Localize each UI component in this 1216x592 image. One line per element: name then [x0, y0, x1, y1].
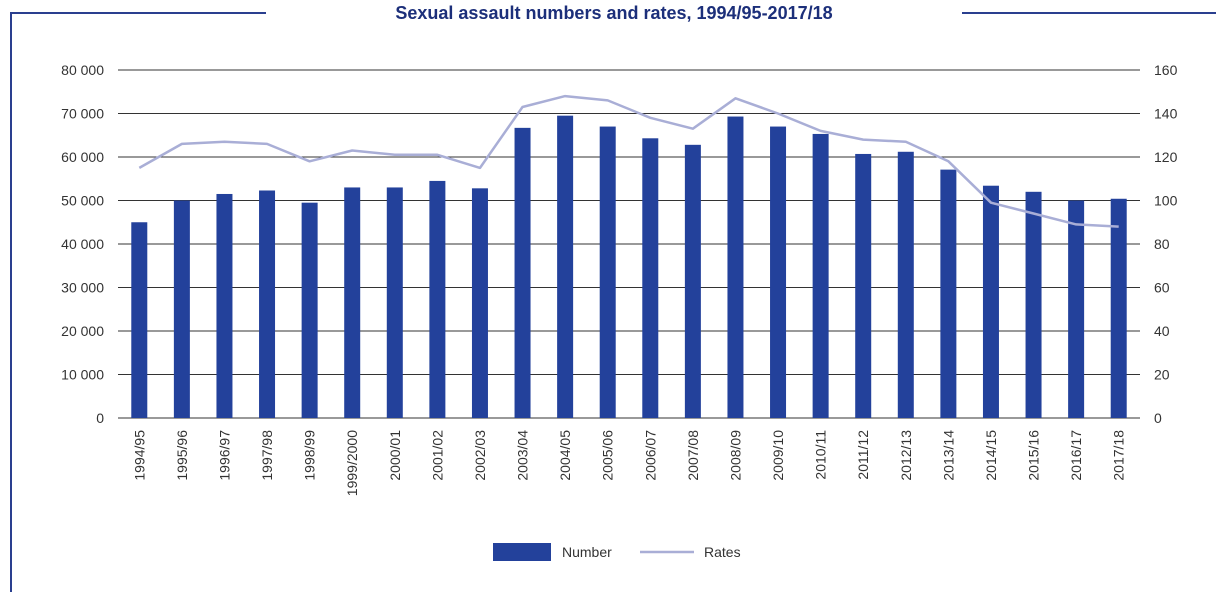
x-tick-label: 2007/08 [685, 430, 701, 481]
bar-number [982, 185, 999, 418]
legend-label-rates: Rates [704, 544, 741, 560]
frame-top-border-right [962, 12, 1216, 14]
axis-layer: 0 10 000 20 000 30 000 40 000 50 000 60 000 70 … [61, 62, 1177, 496]
x-tick-label: 2000/01 [387, 430, 403, 481]
bar-number [301, 202, 318, 418]
bar-number [897, 151, 914, 418]
bar-number [599, 126, 616, 419]
x-tick-label: 2014/15 [983, 430, 999, 481]
bar-number [173, 200, 190, 418]
x-tick-label: 2001/02 [429, 430, 445, 481]
x-tick-label: 2011/12 [855, 430, 871, 480]
bar-number [855, 153, 872, 418]
x-tick-label: 2005/06 [600, 430, 616, 481]
x-tick-label: 2009/10 [770, 430, 786, 481]
x-tick-label: 2002/03 [472, 430, 488, 481]
legend-swatch-number [493, 543, 551, 561]
bar-number [557, 115, 574, 419]
frame-top-border-left [10, 12, 266, 14]
x-tick-label: 2017/18 [1111, 430, 1127, 481]
frame-left-border [10, 12, 12, 592]
chart-title: Sexual assault numbers and rates, 1994/9… [395, 3, 833, 23]
x-tick-label: 2003/04 [515, 430, 531, 481]
x-tick-label: 1996/97 [216, 430, 232, 481]
x-tick-label: 2010/11 [813, 430, 829, 480]
bar-number [1025, 191, 1042, 418]
bar-layer [131, 115, 1127, 419]
legend: Number Rates [493, 543, 741, 561]
y-left-tick-label: 80 000 [61, 62, 104, 78]
grid-layer [118, 69, 1140, 419]
x-tick-label: 2013/14 [940, 430, 956, 481]
bar-number [1110, 198, 1127, 418]
bar-number [940, 169, 957, 418]
y-right-tick-label: 0 [1154, 410, 1162, 426]
y-right-tick-label: 100 [1154, 193, 1178, 209]
bar-number [1068, 200, 1085, 418]
y-left-tick-label: 30 000 [61, 280, 104, 296]
x-tick-label: 2004/05 [557, 430, 573, 481]
legend-label-number: Number [562, 544, 612, 560]
x-tick-label: 2012/13 [898, 430, 914, 481]
y-right-tick-label: 20 [1154, 367, 1170, 383]
bar-number [514, 127, 531, 418]
x-tick-label: 1999/2000 [344, 430, 360, 496]
y-right-tick-label: 160 [1154, 62, 1178, 78]
x-tick-label: 2015/16 [1026, 430, 1042, 481]
y-right-tick-label: 60 [1154, 280, 1170, 296]
x-tick-label: 1995/96 [174, 430, 190, 481]
x-tick-label: 1998/99 [302, 430, 318, 481]
bar-number [429, 180, 446, 418]
bar-number [344, 187, 361, 418]
line-rates [138, 94, 1119, 228]
y-left-tick-label: 60 000 [61, 149, 104, 165]
bar-number [642, 138, 659, 419]
y-right-tick-label: 40 [1154, 323, 1170, 339]
y-left-tick-label: 20 000 [61, 323, 104, 339]
bar-number [471, 188, 488, 418]
y-right-tick-label: 80 [1154, 236, 1170, 252]
bar-number [770, 126, 787, 419]
line-layer [138, 94, 1119, 228]
bar-number [684, 144, 701, 418]
y-left-tick-label: 50 000 [61, 193, 104, 209]
bar-number [131, 222, 148, 418]
y-right-tick-label: 140 [1154, 106, 1178, 122]
x-tick-label: 2008/09 [727, 430, 743, 481]
bar-number [727, 116, 744, 419]
bar-number [259, 190, 276, 418]
x-tick-label: 2006/07 [642, 430, 658, 481]
x-tick-label: 1997/98 [259, 430, 275, 481]
y-right-tick-label: 120 [1154, 149, 1178, 165]
y-left-tick-label: 10 000 [61, 367, 104, 383]
x-tick-label: 1994/95 [131, 430, 147, 481]
x-tick-label: 2016/17 [1068, 430, 1084, 481]
bar-number [386, 187, 403, 418]
y-left-tick-label: 40 000 [61, 236, 104, 252]
y-left-tick-label: 70 000 [61, 106, 104, 122]
y-left-tick-label: 0 [96, 410, 104, 426]
bar-number [216, 193, 233, 418]
bar-number [812, 133, 829, 418]
